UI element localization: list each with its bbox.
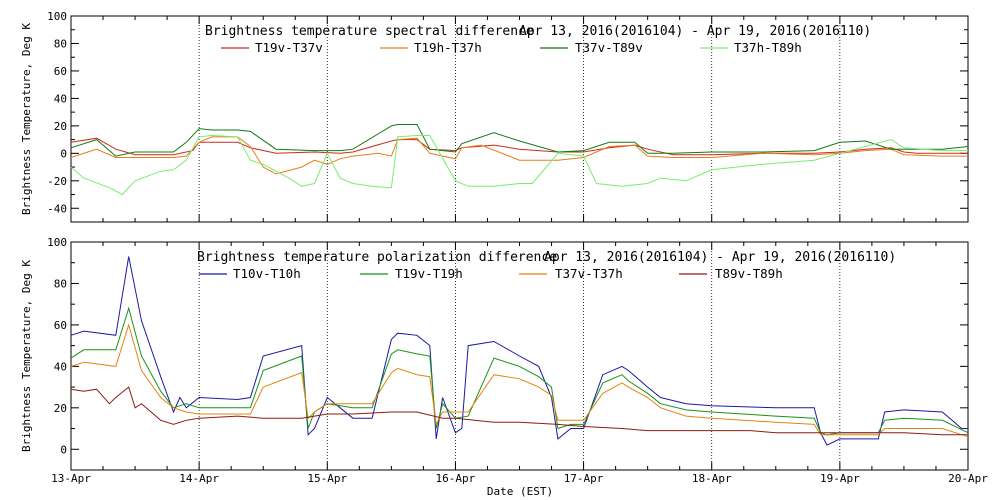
polarization-y-tick-label: 20 — [54, 402, 67, 415]
x-tick-label: 13-Apr — [51, 472, 91, 485]
spectral-y-tick-label: 100 — [47, 10, 67, 23]
polarization-series — [70, 256, 969, 446]
spectral-difference-panel: -40 -20 0 20 40 60 80 100 Brightness temperatur… — [20, 10, 969, 223]
spectral-y-tick-label: 20 — [54, 120, 67, 133]
polarization-difference-panel: 0 20 40 60 80 100 13-Apr 14-Apr 15-Apr 16-Apr 17-… — [20, 236, 988, 498]
x-tick-label: 20-Apr — [948, 472, 988, 485]
spectral-x-axis — [70, 16, 969, 222]
legend-label-t19v-t19h: T19v-T19h — [395, 266, 463, 281]
x-tick-label: 19-Apr — [820, 472, 860, 485]
spectral-plot-frame — [70, 15, 969, 223]
polarization-x-axis: 13-Apr 14-Apr 15-Apr 16-Apr 17-Apr 18-Apr 19-A… — [51, 242, 988, 485]
polarization-y-tick-label: 80 — [54, 277, 67, 290]
spectral-y-tick-label: 60 — [54, 65, 67, 78]
series-line-t19v-t19h — [70, 306, 969, 436]
spectral-date-range: Apr 13, 2016(2016104) - Apr 19, 2016(201… — [519, 24, 871, 39]
series-line-t89v-t89h — [70, 386, 968, 436]
series-line-t10v-t10h — [70, 256, 968, 446]
spectral-chart-title: Brightness temperature spectral differen… — [205, 24, 534, 39]
polarization-legend: T10v-T10h T19v-T19h T37v-T37h T89v-T89h — [199, 266, 783, 281]
x-tick-label: 14-Apr — [179, 472, 219, 485]
spectral-y-tick-label: 40 — [54, 92, 67, 105]
legend-label-t19v-t37v: T19v-T37v — [255, 40, 323, 55]
legend-label-t37v-t37h: T37v-T37h — [555, 266, 623, 281]
spectral-y-tick-label: -40 — [47, 202, 67, 215]
series-line-t37h-t89h — [70, 134, 968, 196]
spectral-series — [70, 124, 969, 196]
x-axis-label: Date (EST) — [487, 485, 553, 498]
polarization-y-tick-label: 40 — [54, 360, 67, 373]
legend-label-t19h-t37h: T19h-T37h — [414, 40, 482, 55]
legend-label-t89v-t89h: T89v-T89h — [715, 266, 783, 281]
spectral-y-axis-label: Brightness Temperature, Deg K — [20, 23, 33, 215]
legend-label-t37h-t89h: T37h-T89h — [734, 40, 802, 55]
polarization-chart-title: Brightness temperature polarization diff… — [197, 250, 557, 265]
series-line-t37v-t89v — [70, 124, 969, 157]
x-tick-label: 15-Apr — [307, 472, 347, 485]
spectral-gridlines — [198, 16, 841, 222]
polarization-y-tick-label: 100 — [47, 236, 67, 249]
legend-label-t37v-t89v: T37v-T89v — [575, 40, 643, 55]
spectral-y-tick-label: 0 — [60, 147, 67, 160]
x-tick-label: 18-Apr — [692, 472, 732, 485]
series-line-t19h-t37h — [70, 136, 968, 175]
spectral-y-tick-label: 80 — [54, 37, 67, 50]
spectral-y-axis: -40 -20 0 20 40 60 80 100 — [47, 10, 968, 223]
polarization-date-range: Apr 13, 2016(2016104) - Apr 19, 2016(201… — [544, 250, 896, 265]
polarization-y-tick-label: 0 — [60, 443, 67, 456]
polarization-y-axis-label: Brightness Temperature, Deg K — [20, 260, 33, 452]
spectral-y-tick-label: -20 — [47, 175, 67, 188]
x-tick-label: 17-Apr — [564, 472, 604, 485]
legend-label-t10v-t10h: T10v-T10h — [233, 266, 301, 281]
x-tick-label: 16-Apr — [436, 472, 476, 485]
series-line-t37v-t37h — [70, 323, 969, 438]
polarization-y-tick-label: 60 — [54, 319, 67, 332]
polarization-y-axis: 0 20 40 60 80 100 — [47, 236, 968, 471]
spectral-legend: T19v-T37v T19h-T37h T37v-T89v T37h-T89h — [221, 40, 802, 55]
